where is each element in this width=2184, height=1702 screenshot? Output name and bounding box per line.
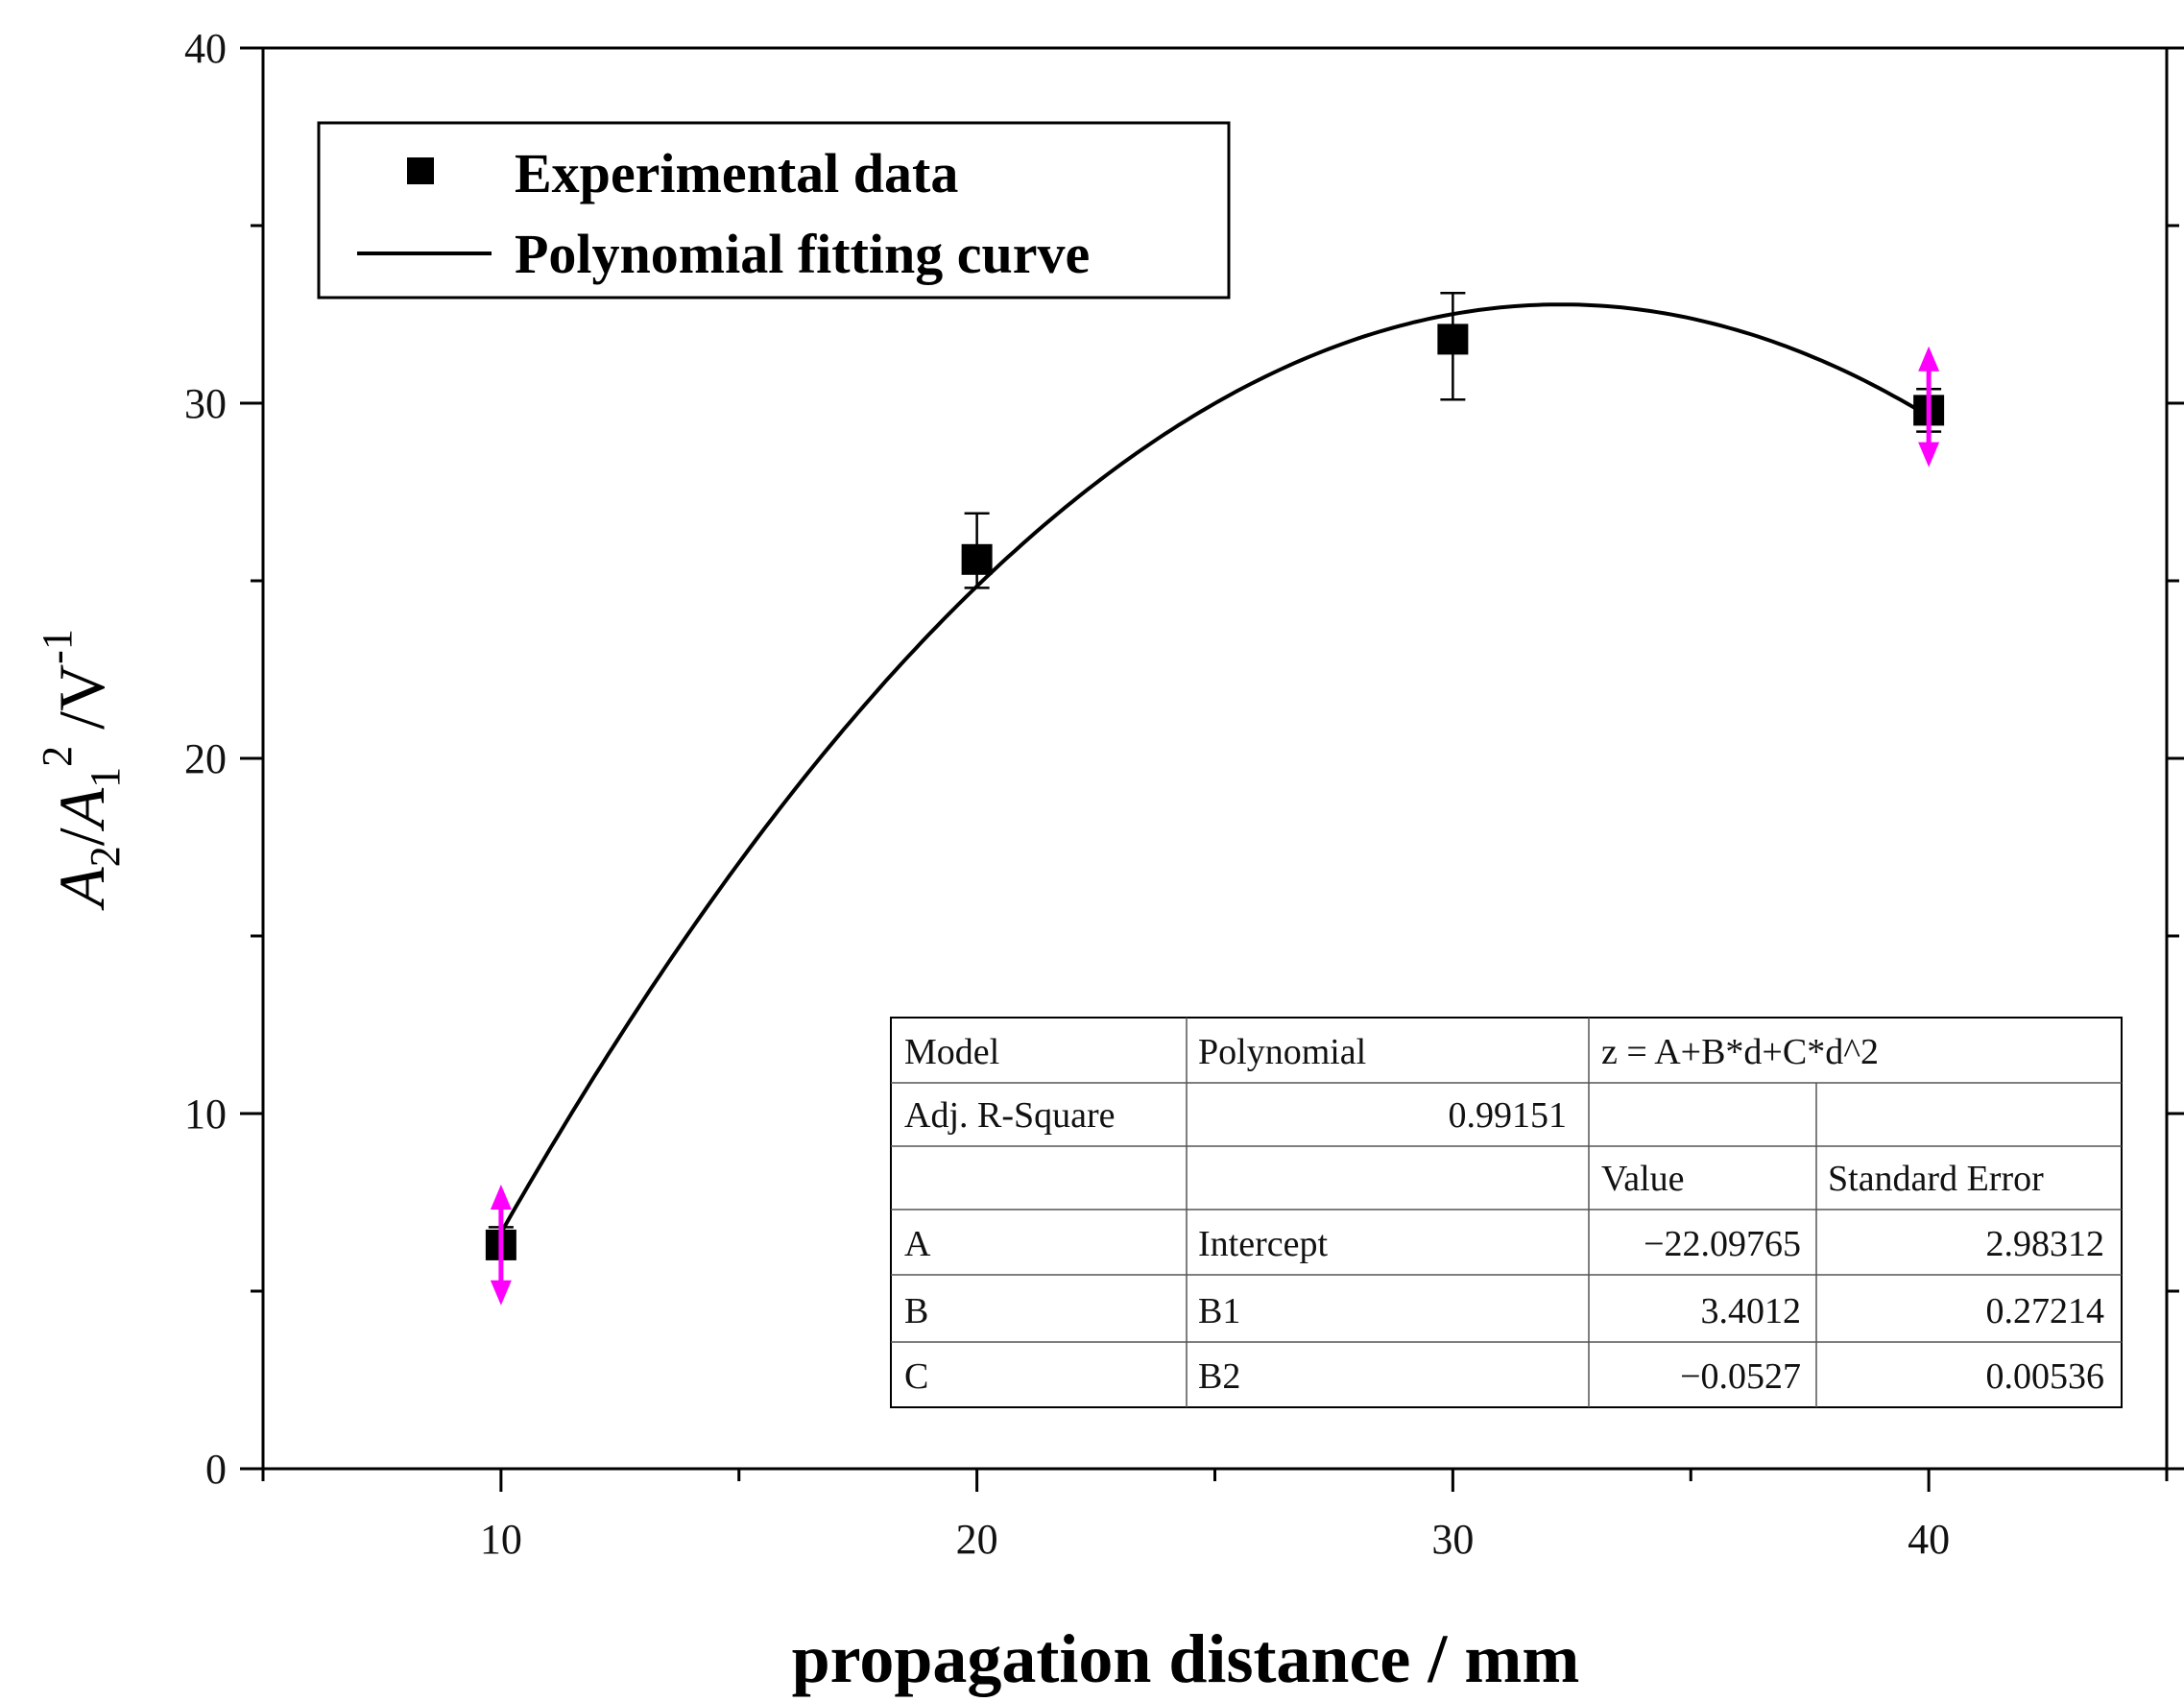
y-axis-title: A2/A12 /V-1 — [34, 629, 129, 911]
y-title-unit: /V — [45, 664, 118, 746]
fit-table-cell: Standard Error — [1828, 1159, 2044, 1199]
legend-marker-square — [407, 157, 434, 184]
svg-text:A2/A12 /V-1: A2/A12 /V-1 — [34, 629, 129, 911]
fit-table-cell: Value — [1601, 1159, 1685, 1199]
fit-table-cell: Polynomial — [1198, 1032, 1366, 1072]
highlight-arrows-layer — [490, 346, 1940, 1306]
data-points-layer — [485, 292, 1945, 1260]
fit-table: Model Polynomial z = A+B*d+C*d^2 Adj. R-… — [890, 1017, 2123, 1408]
fit-table-cell: 0.27214 — [1986, 1291, 2105, 1331]
fit-table-cell: 0.99151 — [1449, 1095, 1568, 1136]
x-tick-label: 30 — [1431, 1516, 1474, 1563]
fit-table-cell: 2.98312 — [1986, 1224, 2105, 1264]
legend-label-experimental: Experimental data — [515, 142, 958, 204]
fit-table-cell: −22.09765 — [1644, 1224, 1801, 1264]
y-title-supm1: -1 — [34, 629, 81, 664]
fit-table-cell: B — [904, 1291, 928, 1331]
x-tick-label: 40 — [1908, 1516, 1950, 1563]
data-point — [1437, 324, 1469, 355]
fit-table-cell: 3.4012 — [1701, 1291, 1802, 1331]
fit-table-cell: z = A+B*d+C*d^2 — [1601, 1032, 1879, 1072]
x-tick-label: 20 — [956, 1516, 998, 1563]
fit-table-cell: Model — [904, 1032, 999, 1072]
y-title-sub2: 2 — [82, 846, 129, 867]
legend-box — [317, 121, 1231, 300]
y-title-a1: A — [45, 787, 118, 831]
fit-table-cell: −0.0527 — [1680, 1356, 1801, 1397]
y-tick-label: 40 — [184, 25, 227, 72]
highlight-arrow-head-up — [1918, 346, 1940, 372]
highlight-arrow-head-up — [490, 1185, 512, 1210]
fit-table-cell: C — [904, 1356, 928, 1397]
fit-table-cell: B1 — [1198, 1291, 1240, 1331]
legend: Experimental data Polynomial fitting cur… — [317, 121, 1231, 300]
fit-table-cell: B2 — [1198, 1356, 1240, 1397]
highlight-arrow-head-down — [1918, 442, 1940, 467]
y-title-sup2: 2 — [34, 746, 81, 767]
data-point — [961, 543, 993, 575]
x-tick-label: 10 — [480, 1516, 522, 1563]
y-tick-label: 20 — [184, 735, 227, 782]
y-title-a2: A — [45, 867, 118, 911]
y-title-sub1: 1 — [82, 767, 129, 788]
y-title-slash: / — [45, 827, 118, 846]
axes: 0 10 20 30 40 10 20 30 40 — [184, 25, 2184, 1563]
legend-label-fit: Polynomial fitting curve — [515, 223, 1090, 285]
highlight-arrow-head-down — [490, 1280, 512, 1306]
y-tick-label: 30 — [184, 380, 227, 427]
fit-table-cell: 0.00536 — [1986, 1356, 2105, 1397]
fit-curve — [499, 302, 1931, 1235]
fit-table-border — [890, 1017, 2123, 1408]
fit-table-cell: A — [904, 1224, 931, 1264]
y-tick-label: 0 — [205, 1446, 227, 1493]
fit-table-cell: Intercept — [1198, 1224, 1328, 1264]
y-tick-label: 10 — [184, 1091, 227, 1138]
x-axis-title: propagation distance / mm — [792, 1620, 1580, 1697]
fit-curve-layer — [499, 302, 1931, 1235]
fit-table-cell: Adj. R-Square — [904, 1095, 1116, 1136]
